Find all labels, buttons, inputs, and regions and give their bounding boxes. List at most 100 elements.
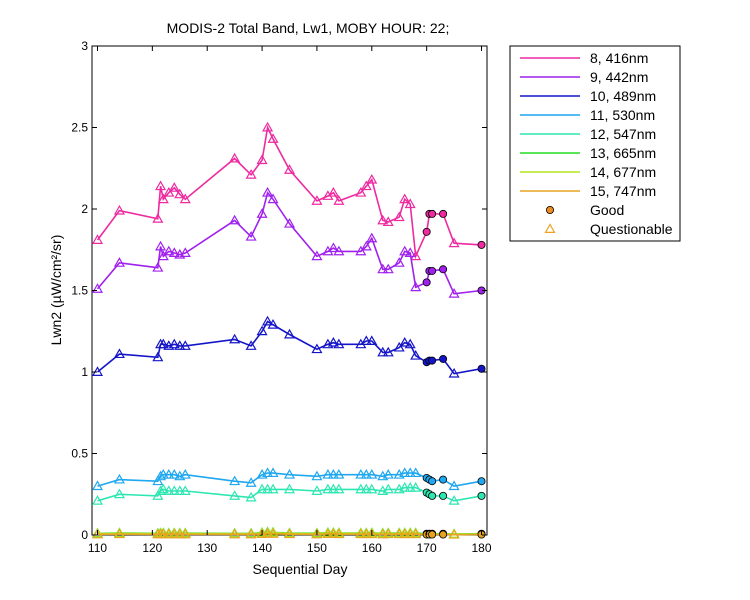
data-point-questionable [377,528,389,539]
data-point-good [439,265,448,274]
data-point-questionable [174,528,186,539]
data-point-questionable [366,335,378,346]
data-point-questionable [245,477,257,487]
data-point-questionable [327,483,339,494]
data-point-questionable [155,485,167,495]
data-point-questionable [262,467,274,478]
data-point-questionable [113,528,125,539]
data-point-questionable [267,319,279,329]
data-point-questionable [262,315,274,326]
data-point-questionable [113,473,125,484]
data-point-questionable [382,346,394,357]
data-point-questionable [410,281,422,292]
x-tick-label: 170 [417,541,437,555]
data-point-questionable [355,528,367,539]
data-point-questionable [174,188,186,199]
y-tick-label: 2.5 [71,121,88,135]
data-point-questionable [360,335,372,346]
data-point-questionable [152,261,164,272]
data-point-questionable [245,231,257,241]
data-point-good [428,356,437,365]
legend-entry: Questionable [590,221,673,237]
data-point-questionable [355,186,367,197]
data-point-questionable [256,325,268,336]
data-point-questionable [366,483,378,494]
data-point-questionable [327,468,339,479]
data-point-questionable [155,180,167,191]
data-point-questionable [382,468,394,479]
data-point-questionable [155,470,167,481]
data-point-questionable [448,367,460,378]
plot-frame [91,45,488,536]
data-point-questionable [311,470,323,481]
data-point-questionable [262,483,274,494]
data-point-questionable [152,490,164,500]
legend-entry: 9, 442nm [590,69,648,85]
data-point-questionable [245,340,257,350]
data-point-questionable [163,245,175,256]
data-point-questionable [91,495,104,505]
data-point-questionable [404,482,416,492]
data-point-questionable [157,338,169,349]
data-point-questionable [174,485,186,495]
data-point-questionable [174,340,186,350]
data-point-questionable [229,333,241,344]
data-point-questionable [283,328,296,339]
y-tick-label: 3 [81,39,88,53]
data-point-questionable [267,483,279,494]
data-point-good [422,278,431,287]
plot-area: 110 120 130 140 150 160 170 180 0 0.5 1 1.5 2 2.5 3 [71,39,492,555]
data-point-good [439,530,448,539]
data-point-good [428,491,437,500]
data-point-good [439,491,448,500]
data-point-questionable [399,336,411,347]
data-point-questionable [168,468,180,479]
y-tick-label: 1.5 [71,284,88,298]
data-point-questionable [355,468,367,479]
data-point-questionable [163,186,175,197]
data-point-questionable [229,490,241,500]
data-point-questionable [366,232,378,243]
data-point-questionable [410,349,422,360]
chart-title: MODIS-2 Total Band, Lw1, MOBY HOUR: 22; [167,20,450,36]
legend-marker-questionable [544,223,556,233]
data-point-questionable [366,528,378,539]
data-point-questionable [168,528,180,539]
data-point-questionable [382,216,394,227]
data-point-questionable [262,121,274,132]
data-point-questionable [91,528,104,539]
legend-box [509,45,681,242]
data-point-good [428,266,437,275]
data-point-good [422,227,431,236]
data-point-questionable [333,528,345,539]
data-point-questionable [355,245,367,256]
data-point-questionable [448,288,460,298]
data-point-questionable [163,468,175,479]
data-point-questionable [311,485,323,495]
data-point-questionable [229,152,241,163]
legend-entry: Good [590,202,624,218]
data-point-questionable [179,468,191,479]
data-point-questionable [382,528,394,539]
data-point-questionable [360,483,372,494]
data-point-questionable [283,468,296,479]
data-point-questionable [393,211,405,222]
data-point-questionable [404,198,416,209]
data-point-questionable [322,528,334,538]
data-point-questionable [360,180,372,191]
data-point-questionable [311,250,323,261]
data-point-questionable [157,250,169,261]
data-point-good [428,477,437,486]
data-point-questionable [377,263,389,274]
data-point-questionable [168,247,180,257]
data-point-questionable [410,467,422,478]
data-point-good [428,209,437,218]
data-point-questionable [377,214,389,225]
data-point-questionable [322,245,334,256]
data-point-good [477,491,486,500]
data-point-questionable [152,351,164,362]
data-point-questionable [327,336,339,347]
data-point-questionable [91,366,104,376]
data-point-questionable [322,483,334,494]
